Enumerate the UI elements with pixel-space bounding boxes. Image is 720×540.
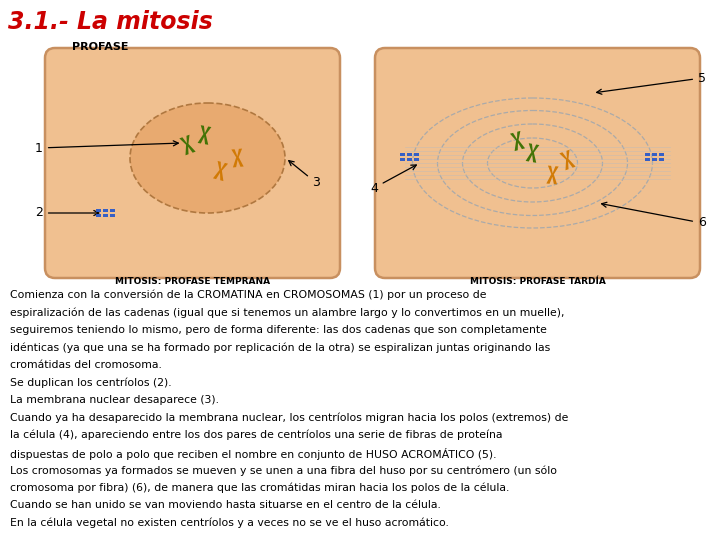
Text: espiralización de las cadenas (igual que si tenemos un alambre largo y lo conver: espiralización de las cadenas (igual que… <box>10 307 564 318</box>
Text: La membrana nuclear desaparece (3).: La membrana nuclear desaparece (3). <box>10 395 219 405</box>
Text: PROFASE: PROFASE <box>72 42 128 52</box>
Bar <box>400 158 405 160</box>
Bar <box>414 158 419 160</box>
Polygon shape <box>213 161 228 181</box>
Bar <box>414 152 419 156</box>
Text: Los cromosomas ya formados se mueven y se unen a una fibra del huso por su centr: Los cromosomas ya formados se mueven y s… <box>10 465 557 476</box>
Text: 1: 1 <box>35 141 179 154</box>
Bar <box>96 213 101 217</box>
Text: En la célula vegetal no existen centríolos y a veces no se ve el huso acromático: En la célula vegetal no existen centríol… <box>10 517 449 528</box>
Polygon shape <box>179 134 196 156</box>
Text: MITOSIS: PROFASE TARDÍA: MITOSIS: PROFASE TARDÍA <box>469 278 606 287</box>
Bar <box>110 208 115 212</box>
Bar <box>407 158 412 160</box>
FancyBboxPatch shape <box>375 48 700 278</box>
Bar <box>96 208 101 212</box>
Text: 5: 5 <box>597 71 706 94</box>
Text: dispuestas de polo a polo que reciben el nombre en conjunto de HUSO ACROMÁTICO (: dispuestas de polo a polo que reciben el… <box>10 448 497 460</box>
Text: Cuando se han unido se van moviendo hasta situarse en el centro de la célula.: Cuando se han unido se van moviendo hast… <box>10 500 441 510</box>
Text: MITOSIS: PROFASE TEMPRANA: MITOSIS: PROFASE TEMPRANA <box>115 278 270 287</box>
Text: 4: 4 <box>370 165 416 194</box>
Polygon shape <box>526 143 539 163</box>
Text: Se duplican los centríolos (2).: Se duplican los centríolos (2). <box>10 377 171 388</box>
Text: Cuando ya ha desaparecido la membrana nuclear, los centríolos migran hacia los p: Cuando ya ha desaparecido la membrana nu… <box>10 413 568 423</box>
Bar <box>645 158 650 160</box>
Text: 3: 3 <box>289 160 320 190</box>
Text: cromosoma por fibra) (6), de manera que las cromátidas miran hacia los polos de : cromosoma por fibra) (6), de manera que … <box>10 483 509 493</box>
Bar <box>659 152 664 156</box>
Text: 3.1.- La mitosis: 3.1.- La mitosis <box>8 10 213 34</box>
Bar <box>645 152 650 156</box>
Text: 6: 6 <box>602 202 706 230</box>
FancyBboxPatch shape <box>45 48 340 278</box>
Text: cromátidas del cromosoma.: cromátidas del cromosoma. <box>10 360 162 370</box>
Ellipse shape <box>130 103 285 213</box>
Text: seguiremos teniendo lo mismo, pero de forma diferente: las dos cadenas que son c: seguiremos teniendo lo mismo, pero de fo… <box>10 325 547 335</box>
Text: 2: 2 <box>35 206 99 219</box>
Bar <box>652 152 657 156</box>
Polygon shape <box>231 148 243 167</box>
Text: idénticas (ya que una se ha formado por replicación de la otra) se espiralizan j: idénticas (ya que una se ha formado por … <box>10 342 550 353</box>
Bar <box>103 213 108 217</box>
Polygon shape <box>559 150 576 170</box>
Bar <box>652 158 657 160</box>
Bar <box>400 152 405 156</box>
Text: Comienza con la conversión de la CROMATINA en CROMOSOMAS (1) por un proceso de: Comienza con la conversión de la CROMATI… <box>10 290 487 300</box>
Bar <box>407 152 412 156</box>
Polygon shape <box>546 166 559 185</box>
Bar <box>103 208 108 212</box>
Bar <box>110 213 115 217</box>
Polygon shape <box>510 131 525 151</box>
Polygon shape <box>197 125 212 145</box>
Bar <box>659 158 664 160</box>
Text: la célula (4), apareciendo entre los dos pares de centríolos una serie de fibras: la célula (4), apareciendo entre los dos… <box>10 430 503 441</box>
